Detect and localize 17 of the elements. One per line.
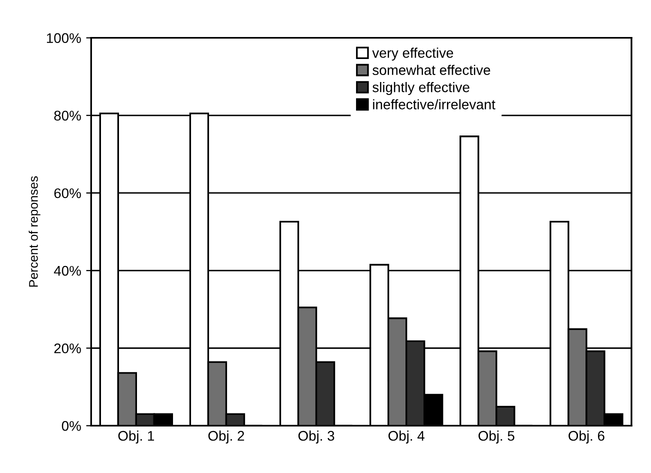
y-tick-label: 100%	[46, 33, 81, 44]
y-tick-label: 60%	[54, 188, 81, 198]
legend-label: slightly effective	[372, 82, 470, 95]
x-tick-label: Obj. 4	[388, 430, 424, 444]
x-tick-label: Obj. 6	[568, 430, 604, 444]
y-tick-label: 0%	[62, 421, 81, 431]
legend-label: somewhat effective	[372, 64, 490, 76]
y-tick-label: 80%	[54, 110, 81, 121]
x-tick-label: Obj. 5	[478, 430, 514, 444]
x-tick-label: Obj. 2	[208, 430, 244, 444]
x-tick-label: Obj. 1	[118, 430, 154, 444]
y-tick-label: 20%	[54, 343, 81, 354]
y-axis-title: Percent of reponses	[28, 176, 40, 287]
y-tick-label: 40%	[54, 266, 81, 276]
x-tick-label: Obj. 3	[298, 430, 334, 444]
legend-label: very effective	[372, 48, 454, 61]
legend-label: ineffective/irrelevant	[373, 99, 496, 110]
